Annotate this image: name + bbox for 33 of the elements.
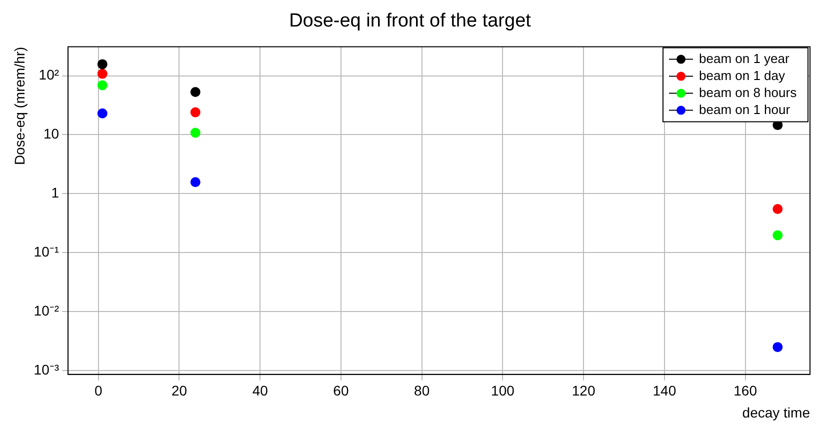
x-tick-label: 40 bbox=[252, 382, 268, 399]
x-tick-label: 140 bbox=[652, 382, 676, 399]
x-tick-label: 160 bbox=[734, 382, 758, 399]
legend-label: beam on 8 hours bbox=[699, 84, 798, 100]
x-axis-title: decay time bbox=[742, 404, 810, 420]
y-tick-label: 10 bbox=[43, 126, 60, 142]
y-axis-title: Dose-eq (mrem/hr) bbox=[11, 46, 28, 166]
point bbox=[97, 108, 108, 118]
point bbox=[190, 87, 200, 98]
point bbox=[97, 68, 108, 79]
point bbox=[772, 342, 783, 352]
point bbox=[772, 230, 783, 240]
y-tick-label: 10² bbox=[38, 66, 60, 83]
legend-label: beam on 1 hour bbox=[699, 102, 791, 117]
y-tick-label: 10⁻³ bbox=[34, 361, 60, 378]
legend-label: beam on 1 year bbox=[699, 50, 790, 66]
chart-title: Dose-eq in front of the target bbox=[289, 10, 532, 32]
x-tick-label: 80 bbox=[414, 382, 430, 399]
x-tick-label: 20 bbox=[171, 382, 188, 399]
point bbox=[190, 177, 200, 188]
y-tick-label: 10⁻¹ bbox=[34, 243, 60, 260]
y-tick-label: 10⁻² bbox=[34, 302, 60, 318]
legend-label: beam on 1 day bbox=[699, 68, 786, 83]
point bbox=[190, 107, 200, 118]
x-tick-label: 0 bbox=[94, 382, 102, 399]
point bbox=[97, 59, 108, 70]
x-tick-label: 100 bbox=[491, 382, 515, 399]
point bbox=[97, 80, 108, 90]
y-tick-label: 1 bbox=[51, 184, 60, 201]
x-tick-label: 60 bbox=[333, 382, 349, 399]
x-tick-label: 120 bbox=[572, 382, 596, 399]
point bbox=[190, 128, 200, 138]
point bbox=[772, 204, 783, 214]
